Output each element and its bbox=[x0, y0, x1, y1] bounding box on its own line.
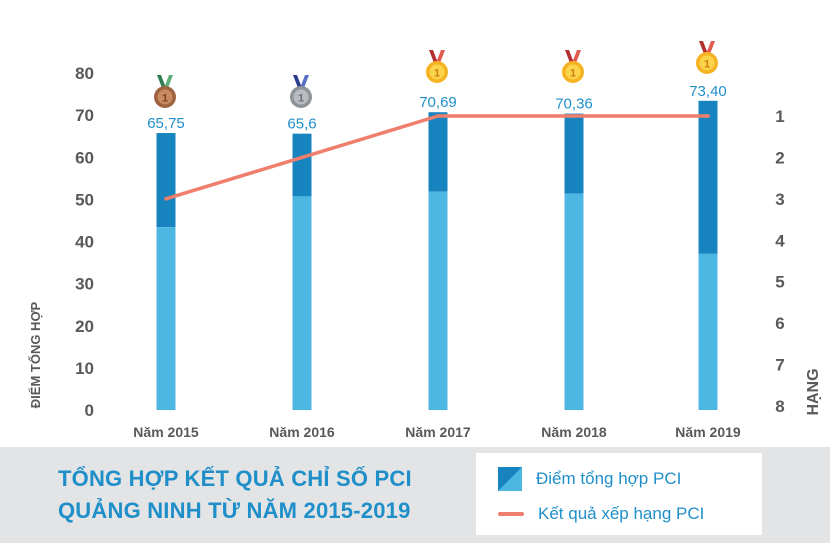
bar-bottom bbox=[564, 193, 584, 410]
medal-icon bbox=[293, 75, 302, 88]
chart-title-line-1: TỔNG HỢP KẾT QUẢ CHỈ SỐ PCI bbox=[58, 466, 412, 491]
bar-bottom bbox=[698, 253, 718, 410]
bar-value-label: 65,6 bbox=[287, 116, 316, 133]
y-tick-label: 60 bbox=[75, 148, 94, 167]
y-tick-label: 30 bbox=[75, 275, 94, 294]
y2-tick-label: 1 bbox=[775, 107, 784, 126]
legend-label-line: Kết quả xếp hạng PCI bbox=[538, 504, 705, 523]
bar-swatch-icon bbox=[498, 467, 522, 491]
bar-top bbox=[698, 100, 718, 254]
y-tick-label: 20 bbox=[75, 317, 94, 336]
y-axis-label: ĐIỂM TỔNG HỢP bbox=[28, 301, 43, 408]
y-tick-label: 0 bbox=[85, 401, 94, 420]
bar-value-label: 70,36 bbox=[555, 96, 593, 113]
chart-title-line-2: QUẢNG NINH TỪ NĂM 2015-2019 bbox=[58, 498, 411, 523]
line-swatch-icon bbox=[498, 512, 524, 516]
bar-top bbox=[292, 133, 312, 197]
y2-tick-label: 4 bbox=[775, 231, 785, 250]
bar-top bbox=[428, 112, 448, 192]
bar-value-label: 70,69 bbox=[419, 94, 457, 111]
bar-bottom bbox=[428, 191, 448, 410]
medal-icon bbox=[300, 75, 309, 88]
y2-tick-label: 5 bbox=[775, 273, 784, 292]
medal-icon bbox=[164, 75, 173, 88]
chart-legend: Điểm tổng hợp PCI Kết quả xếp hạng PCI bbox=[476, 453, 762, 535]
y2-tick-label: 3 bbox=[775, 190, 784, 209]
y2-tick-label: 6 bbox=[775, 314, 784, 333]
bar-top bbox=[564, 113, 584, 194]
y-tick-label: 10 bbox=[75, 359, 94, 378]
legend-label-bar: Điểm tổng hợp PCI bbox=[536, 469, 682, 488]
medal-icon bbox=[565, 64, 581, 80]
bar-bottom bbox=[292, 196, 312, 410]
bar-value-label: 73,40 bbox=[689, 83, 727, 100]
medal-icon bbox=[706, 41, 715, 54]
x-tick-label: Năm 2016 bbox=[269, 424, 335, 440]
y-tick-label: 50 bbox=[75, 190, 94, 209]
rank-point bbox=[164, 197, 168, 201]
medal-icon bbox=[157, 89, 173, 105]
medal-icon bbox=[572, 50, 581, 63]
bar-value-label: 65,75 bbox=[147, 115, 185, 132]
y2-tick-label: 8 bbox=[775, 397, 784, 416]
x-tick-label: Năm 2015 bbox=[133, 424, 199, 440]
medal-icon bbox=[429, 50, 438, 63]
y2-tick-label: 7 bbox=[775, 356, 784, 375]
chart-title: TỔNG HỢP KẾT QUẢ CHỈ SỐ PCI QUẢNG NINH T… bbox=[58, 463, 412, 527]
legend-item-bar: Điểm tổng hợp PCI bbox=[498, 464, 681, 494]
y-tick-label: 80 bbox=[75, 64, 94, 83]
medal-icon bbox=[565, 50, 574, 63]
x-tick-label: Năm 2018 bbox=[541, 424, 607, 440]
legend-item-line: Kết quả xếp hạng PCI bbox=[498, 499, 704, 529]
pci-chart: 0 10 20 30 40 50 60 70 80 1 2 3 4 5 6 7 8 ĐIỂM TỔNG HỢP HẠ… bbox=[28, 41, 822, 440]
medal-icon: 1 bbox=[570, 68, 576, 80]
medal-icon bbox=[436, 50, 445, 63]
medal-icon: 1 bbox=[704, 59, 710, 71]
medal-icon: 1 bbox=[298, 93, 304, 105]
bar-bottom bbox=[156, 227, 176, 410]
medal-icon: 1 bbox=[434, 68, 440, 80]
y2-tick-label: 2 bbox=[775, 148, 784, 167]
medal-icon bbox=[699, 41, 708, 54]
y2-axis-label: HẠNG bbox=[805, 368, 822, 415]
rank-point bbox=[572, 114, 576, 118]
x-tick-label: Năm 2019 bbox=[675, 424, 741, 440]
footer-panel: TỔNG HỢP KẾT QUẢ CHỈ SỐ PCI QUẢNG NINH T… bbox=[0, 447, 830, 543]
medal-icon: 1 bbox=[162, 93, 168, 105]
rank-point bbox=[706, 114, 710, 118]
medal-icon bbox=[699, 55, 715, 71]
x-tick-label: Năm 2017 bbox=[405, 424, 471, 440]
medal-icon bbox=[157, 75, 166, 88]
medal-icon bbox=[429, 64, 445, 80]
y-tick-label: 40 bbox=[75, 233, 94, 252]
bar-top bbox=[156, 133, 176, 228]
medal-icon bbox=[293, 89, 309, 105]
y-tick-label: 70 bbox=[75, 106, 94, 125]
rank-point bbox=[436, 114, 440, 118]
rank-point bbox=[300, 155, 304, 160]
